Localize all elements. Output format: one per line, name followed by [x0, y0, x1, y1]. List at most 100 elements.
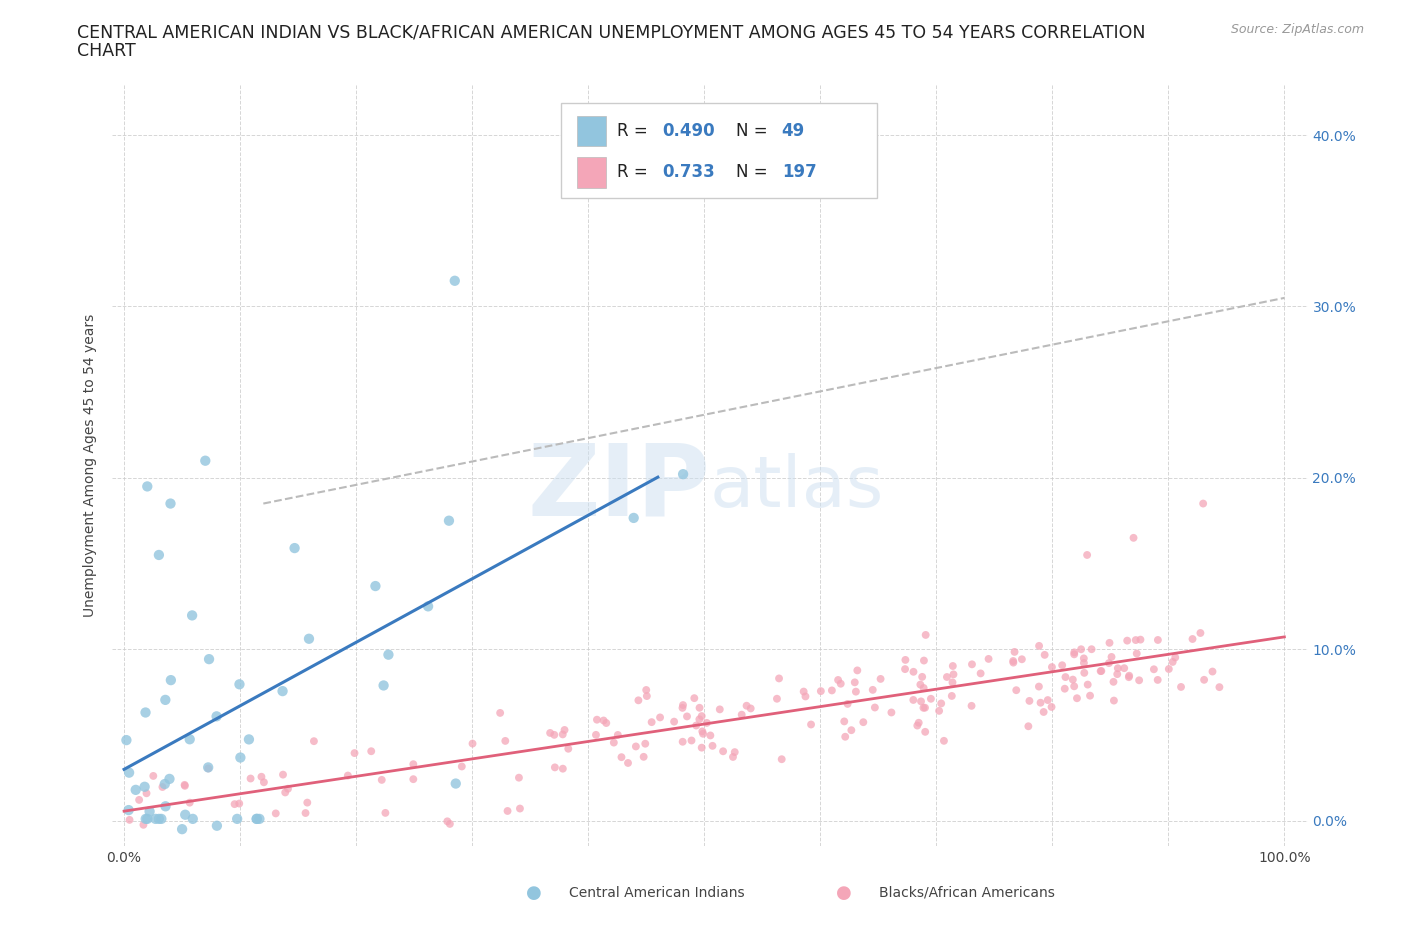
Point: [699, 728, 721, 743]
Point: [551, 762, 574, 777]
Point: [711, 744, 734, 759]
Point: [253, 775, 276, 790]
Point: [159, 496, 181, 511]
Point: [1189, 626, 1212, 641]
Point: [768, 671, 790, 685]
Point: [623, 511, 645, 525]
Point: [685, 718, 707, 733]
Point: [538, 725, 561, 740]
Point: [606, 727, 628, 742]
Point: [1028, 679, 1050, 694]
Point: [249, 812, 271, 827]
Point: [1063, 647, 1085, 662]
Point: [692, 724, 714, 738]
FancyBboxPatch shape: [578, 116, 606, 146]
Point: [135, 786, 157, 801]
Point: [494, 734, 516, 749]
Point: [135, 705, 157, 720]
Point: [402, 772, 425, 787]
Point: [1170, 680, 1192, 695]
Point: [496, 804, 519, 818]
Point: [672, 467, 695, 482]
Point: [179, 795, 201, 810]
Point: [852, 715, 875, 730]
Point: [250, 769, 273, 784]
Point: [969, 666, 991, 681]
Point: [894, 653, 917, 668]
Point: [155, 799, 177, 814]
Point: [284, 540, 307, 555]
Point: [179, 732, 201, 747]
Point: [770, 751, 793, 766]
Point: [662, 714, 685, 729]
Point: [1192, 672, 1215, 687]
FancyBboxPatch shape: [578, 157, 606, 188]
Point: [544, 760, 567, 775]
Point: [360, 744, 382, 759]
Point: [907, 715, 929, 730]
Point: [903, 664, 925, 679]
Text: Source: ZipAtlas.com: Source: ZipAtlas.com: [1230, 23, 1364, 36]
Point: [197, 760, 219, 775]
Point: [862, 683, 884, 698]
Point: [439, 817, 461, 831]
Point: [1181, 631, 1204, 646]
Point: [1143, 662, 1166, 677]
Point: [551, 727, 574, 742]
Point: [1114, 660, 1136, 675]
Point: [1157, 661, 1180, 676]
Point: [198, 652, 221, 667]
Point: [1146, 672, 1168, 687]
Text: R =: R =: [617, 122, 652, 140]
Point: [690, 740, 713, 755]
Point: [205, 709, 228, 724]
Point: [264, 806, 287, 821]
Point: [125, 782, 148, 797]
Text: atlas: atlas: [710, 454, 884, 523]
Point: [152, 779, 174, 794]
Point: [117, 803, 139, 817]
Point: [1125, 632, 1147, 647]
Point: [935, 670, 957, 684]
Point: [863, 700, 886, 715]
Point: [894, 661, 917, 676]
Point: [1102, 693, 1125, 708]
Point: [1208, 680, 1230, 695]
Point: [1076, 548, 1098, 563]
Point: [1122, 530, 1144, 545]
Point: [489, 706, 512, 721]
Point: [844, 675, 866, 690]
Point: [592, 713, 614, 728]
Point: [845, 684, 868, 699]
Point: [377, 647, 399, 662]
Point: [724, 745, 747, 760]
Point: [194, 453, 217, 468]
Point: [343, 746, 366, 761]
Point: [671, 700, 693, 715]
Point: [880, 705, 903, 720]
Point: [690, 709, 713, 724]
Point: [1164, 650, 1187, 665]
Text: CENTRAL AMERICAN INDIAN VS BLACK/AFRICAN AMERICAN UNEMPLOYMENT AMONG AGES 45 TO : CENTRAL AMERICAN INDIAN VS BLACK/AFRICAN…: [77, 23, 1146, 41]
Point: [371, 773, 394, 788]
Point: [1118, 670, 1140, 684]
Point: [633, 750, 655, 764]
Point: [155, 693, 177, 708]
Point: [1070, 642, 1092, 657]
Point: [1073, 656, 1095, 671]
Point: [1053, 682, 1076, 697]
Point: [160, 672, 183, 687]
Point: [148, 812, 170, 827]
Point: [1098, 635, 1121, 650]
Point: [1125, 646, 1147, 661]
Point: [731, 707, 754, 722]
Point: [911, 670, 934, 684]
Point: [298, 631, 321, 646]
Point: [172, 822, 194, 837]
Point: [912, 653, 935, 668]
Point: [932, 734, 955, 749]
Point: [928, 703, 950, 718]
Point: [271, 684, 294, 698]
Point: [766, 691, 789, 706]
Text: N =: N =: [737, 164, 773, 181]
